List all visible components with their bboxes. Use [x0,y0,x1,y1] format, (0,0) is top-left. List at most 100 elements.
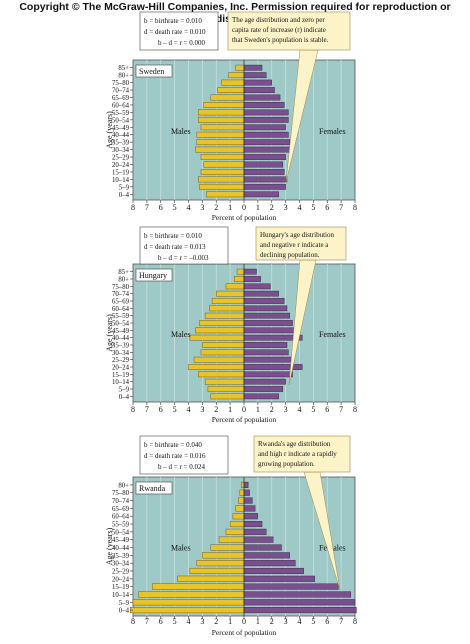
bar-female-11 [243,146,290,153]
bar-male-3 [216,290,245,297]
callout-text: capita rate of increase (r) indicate [232,26,326,34]
y-tick-label: 25–29 [112,568,130,575]
bar-female-12 [243,575,315,582]
bar-female-8 [243,327,299,334]
bar-female-8 [243,544,282,551]
bar-female-1 [243,72,267,79]
bar-female-11 [243,349,289,356]
bar-female-5 [243,305,288,312]
bar-male-11 [189,567,245,574]
y-tick-label: 40–44 [112,545,130,552]
y-tick-label: 15–19 [112,169,130,176]
bar-male-10 [202,342,245,348]
bar-female-11 [243,567,304,574]
bar-male-8 [200,124,245,131]
x-tick-label: 4 [187,405,191,414]
bar-male-17 [210,393,245,400]
bar-male-5 [209,305,245,312]
y-tick-label: 10–14 [112,379,130,386]
y-tick-label: 75–80 [112,490,130,497]
bar-male-12 [177,575,245,582]
bar-male-10 [196,560,245,567]
rate-line: b – d = r = –0.003 [158,254,209,262]
rate-line: d = death rate = 0.010 [144,28,206,36]
bar-female-1 [243,489,250,496]
bar-male-15 [198,176,245,183]
bar-male-16 [199,183,245,190]
bar-female-14 [243,169,285,175]
y-tick-label: 5–9 [119,600,130,607]
y-tick-label: 35–39 [112,140,130,147]
y-tick-label: 50–54 [112,321,130,328]
y-tick-label: 30–34 [112,561,130,568]
bar-female-17 [243,191,279,198]
y-tick-label: 20–24 [112,162,130,169]
y-tick-label: 85+ [118,269,129,276]
callout-box [255,226,347,261]
bar-female-16 [243,183,286,190]
x-tick-label: 1 [228,203,232,212]
bar-female-17 [243,393,279,400]
y-tick-label: 85+ [118,65,129,72]
bar-female-5 [243,521,263,528]
bar-male-5 [203,102,245,108]
rate-line: b = birthrate = 0.010 [144,17,202,25]
bar-male-6 [225,528,245,535]
x-tick-label: 7 [339,617,343,626]
y-tick-label: 80+ [118,73,129,80]
x-axis-label: Percent of population [212,415,277,424]
y-tick-label: 65–69 [112,95,130,102]
bar-male-16 [207,386,245,392]
y-tick-label: 30–34 [112,350,130,357]
country-title: Rwanda [139,484,166,493]
bar-male-8 [195,327,245,334]
x-tick-label: 5 [173,617,177,626]
bar-male-1 [239,489,245,496]
bar-male-5 [229,521,245,528]
y-tick-label: 35–39 [112,553,130,560]
bar-male-8 [210,544,245,551]
bar-female-6 [243,528,267,535]
x-tick-label: 7 [145,203,149,212]
y-tick-label: 60–64 [112,102,130,109]
bar-male-2 [221,79,245,86]
bar-male-2 [225,283,245,290]
males-label: Males [171,127,191,136]
x-tick-label: 7 [339,405,343,414]
y-tick-label: 5–9 [119,184,130,191]
y-tick-label: 50–54 [112,529,130,536]
bar-male-14 [138,591,245,598]
country-label-box [135,268,173,282]
x-tick-label: 1 [256,405,260,414]
bar-male-14 [200,169,245,175]
bar-male-14 [198,371,245,378]
bar-male-9 [189,334,245,341]
bar-female-12 [243,154,286,160]
bar-male-13 [152,583,245,590]
bar-female-2 [243,497,253,504]
x-tick-label: 4 [187,617,191,626]
x-tick-label: 0 [242,405,246,414]
y-tick-label: 40–44 [112,132,130,139]
rates-box [139,11,219,51]
x-tick-label: 7 [339,203,343,212]
x-tick-label: 3 [284,203,288,212]
callout-text: The age distribution and zero per [232,16,325,24]
x-tick-label: 6 [159,405,163,414]
bar-female-10 [243,560,296,567]
bar-male-13 [188,364,245,370]
x-tick-label: 4 [187,203,191,212]
x-tick-label: 7 [145,617,149,626]
bar-male-9 [202,552,245,559]
bar-female-2 [243,79,272,86]
bar-female-7 [243,536,274,543]
bar-female-7 [243,116,289,123]
y-tick-label: 0–4 [119,192,130,199]
bar-female-0 [243,481,249,488]
callout-text: growing population. [258,460,315,468]
rates-box [139,226,229,265]
y-tick-label: 65–69 [112,299,130,306]
bar-female-0 [243,64,263,71]
x-tick-label: 8 [353,405,357,414]
y-tick-label: 35–39 [112,343,130,350]
